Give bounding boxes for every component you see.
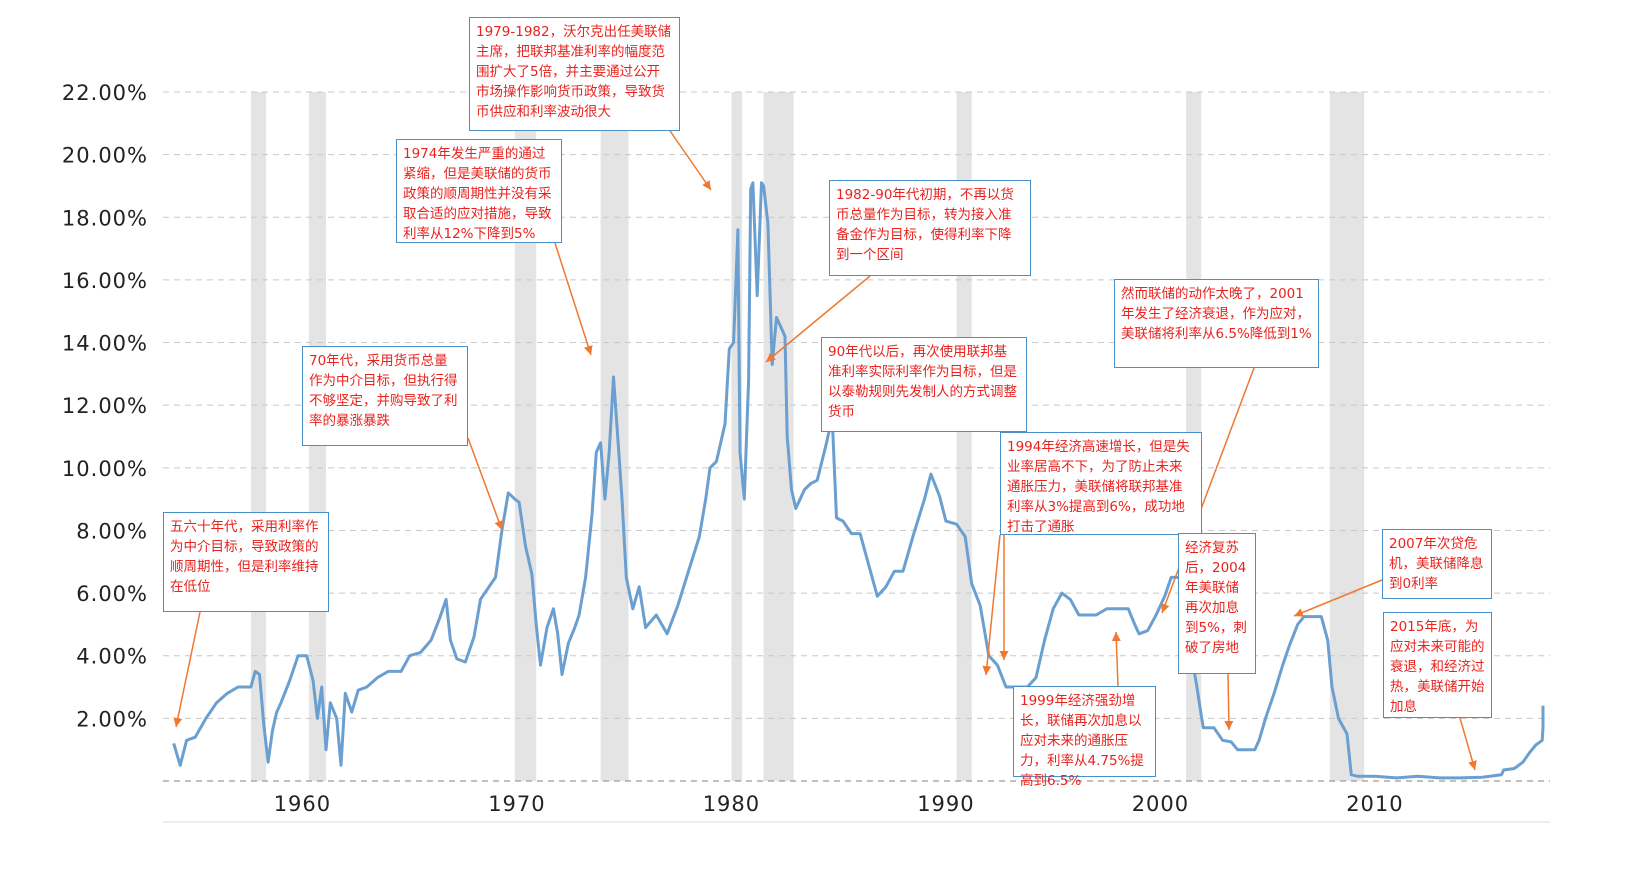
y-tick-label: 10.00%	[62, 457, 148, 481]
annotation-1994: 1994年经济高速增长，但是失业率居高不下，为了防止未来通胀压力，美联储将联邦基…	[1000, 432, 1202, 535]
annotation-arrows	[173, 127, 1477, 771]
annotation-2007: 2007年次贷危机，美联储降息到0利率	[1382, 529, 1492, 599]
annotation-arrow	[173, 611, 201, 728]
x-tick-label: 1990	[917, 792, 974, 816]
annotation-arrow	[667, 127, 712, 191]
y-tick-label: 2.00%	[76, 707, 148, 731]
annotation-arrow	[982, 534, 1001, 676]
annotation-arrow	[765, 275, 871, 363]
annotation-arrow	[1111, 631, 1121, 687]
annotation-1982-90: 1982-90年代初期，不再以货币总量作为目标，转为接入准备金作为目标，使得利率…	[829, 180, 1031, 276]
y-tick-label: 12.00%	[62, 394, 148, 418]
annotation-2015: 2015年底，为应对未来可能的衰退，和经济过热，美联储开始加息	[1383, 612, 1492, 718]
y-tick-label: 18.00%	[62, 206, 148, 230]
annotation-1979-1982: 1979-1982，沃尔克出任美联储主席，把联邦基准利率的幅度范围扩大了5倍，并…	[469, 17, 680, 131]
y-tick-label: 4.00%	[76, 645, 148, 669]
y-tick-label: 22.00%	[62, 81, 148, 105]
x-tick-label: 2000	[1132, 792, 1189, 816]
recession-band	[731, 92, 743, 781]
x-axis: 1960 1970 1980 1990 2000 2010	[274, 792, 1403, 816]
annotation-arrow	[1459, 717, 1477, 771]
recession-bands	[250, 92, 1365, 781]
annotation-1999: 1999年经济强劲增长，联储再次加息以应对未来的通胀压力，利率从4.75%提高到…	[1013, 686, 1156, 789]
annotation-arrow	[467, 437, 504, 531]
annotation-2004: 经济复苏后，2004年美联储再次加息到5%，刺破了房地	[1178, 533, 1256, 674]
x-tick-label: 1960	[274, 792, 331, 816]
annotation-arrow	[1293, 579, 1383, 617]
y-tick-label: 14.00%	[62, 332, 148, 356]
x-tick-label: 1980	[703, 792, 760, 816]
x-tick-label: 2010	[1346, 792, 1403, 816]
annotation-1974: 1974年发生严重的通过紧缩，但是美联储的货币政策的顺周期性并没有采取合适的应对…	[396, 139, 562, 243]
fed-funds-rate-line	[172, 181, 1545, 780]
annotation-2001: 然而联储的动作太晚了，2001年发生了经济衰退，作为应对，美联储将利率从6.5%…	[1114, 279, 1319, 368]
annotation-1990s: 90年代以后，再次使用联邦基准利率实际利率作为目标，但是以泰勒规则先发制人的方式…	[821, 337, 1027, 432]
annotation-arrow	[1160, 367, 1255, 614]
annotation-arrow	[554, 242, 593, 356]
y-axis: 22.00% 20.00% 18.00% 16.00% 14.00% 12.00% 10.0…	[62, 81, 148, 731]
annotation-1970s: 70年代，采用货币总量作为中介目标，但执行得不够坚定，并购导致了利率的暴涨暴跌	[302, 346, 468, 446]
recession-band	[763, 92, 794, 781]
annotation-1950s-60s: 五六十年代，采用利率作为中介目标，导致政策的顺周期性，但是利率维持在低位	[163, 512, 329, 612]
recession-band	[600, 92, 629, 781]
y-tick-label: 6.00%	[76, 582, 148, 606]
y-tick-label: 8.00%	[76, 519, 148, 543]
y-tick-label: 20.00%	[62, 144, 148, 168]
recession-band	[1329, 92, 1365, 781]
y-tick-label: 16.00%	[62, 269, 148, 293]
recession-band	[514, 92, 537, 781]
annotation-arrow	[1224, 673, 1234, 731]
x-tick-label: 1970	[488, 792, 545, 816]
